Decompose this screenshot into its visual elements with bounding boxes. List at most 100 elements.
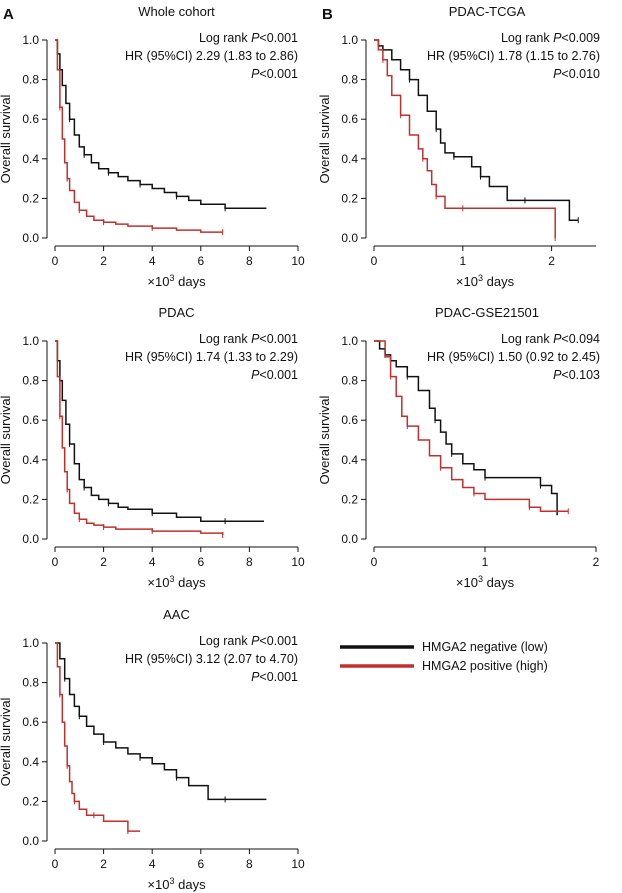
x-tick-label: 10 <box>291 254 305 268</box>
panel-label-b: B <box>322 6 333 23</box>
x-tick-label: 0 <box>371 254 378 268</box>
annotation-line: Log rank P<0.009 <box>501 31 600 45</box>
x-tick-label: 4 <box>149 857 156 871</box>
x-axis-label: ×103 days <box>456 574 515 590</box>
annotation-line: HR (95%CI) 1.74 (1.33 to 2.29) <box>125 350 298 364</box>
survival-curve-positive <box>55 642 141 832</box>
y-tick-label: 0.4 <box>341 453 358 467</box>
survival-curve-negative <box>55 340 264 522</box>
legend-label-negative: HMGA2 negative (low) <box>422 640 548 654</box>
y-axis-label: Overall survival <box>0 94 13 183</box>
legend-label-positive: HMGA2 positive (high) <box>422 659 548 673</box>
y-axis-label: Overall survival <box>0 697 13 786</box>
x-axis-label: ×103 days <box>147 273 206 289</box>
x-tick-label: 1 <box>482 555 489 569</box>
annotation-line: P<0.103 <box>553 368 600 382</box>
survival-curve-positive <box>374 39 556 238</box>
y-tick-label: 0.8 <box>341 374 358 388</box>
panel-label-a: A <box>3 6 14 23</box>
chart-title: AAC <box>163 607 190 622</box>
y-tick-label: 0.8 <box>22 73 39 87</box>
x-tick-label: 2 <box>100 857 107 871</box>
x-tick-label: 2 <box>100 555 107 569</box>
survival-curve-negative <box>55 39 267 210</box>
x-tick-label: 0 <box>52 857 59 871</box>
annotation-line: HR (95%CI) 2.29 (1.83 to 2.86) <box>125 49 298 63</box>
chart-pdac-tcga: PDAC-TCGA 0.0 0.2 0.4 0.6 0.8 1.0 0 1 2 ×103 days O… <box>317 4 600 289</box>
chart-title: PDAC <box>158 305 194 320</box>
annotation-line: P<0.001 <box>251 67 298 81</box>
annotation-line: Log rank P<0.001 <box>199 332 298 346</box>
x-tick-label: 10 <box>291 857 305 871</box>
chart-aac: AAC 0.0 0.2 0.4 0.6 0.8 1.0 0 2 4 6 8 10 ×103 days Ove… <box>0 607 305 892</box>
annotation-line: P<0.001 <box>251 368 298 382</box>
y-tick-label: 0.0 <box>22 532 39 546</box>
y-tick-label: 0.6 <box>341 413 358 427</box>
y-axis-label: Overall survival <box>317 94 332 183</box>
y-tick-label: 0.2 <box>22 191 39 205</box>
y-axis-label: Overall survival <box>0 395 13 484</box>
x-tick-label: 2 <box>548 254 555 268</box>
annotation-line: Log rank P<0.094 <box>501 332 600 346</box>
chart-title: PDAC-GSE21501 <box>435 305 539 320</box>
y-tick-label: 1.0 <box>22 334 39 348</box>
y-tick-label: 0.2 <box>341 191 358 205</box>
survival-curve-positive <box>374 340 569 513</box>
x-tick-label: 2 <box>100 254 107 268</box>
survival-curve-positive <box>55 340 224 535</box>
x-tick-label: 10 <box>291 555 305 569</box>
y-tick-label: 1.0 <box>22 636 39 650</box>
annotation-line: HR (95%CI) 1.78 (1.15 to 2.76) <box>427 49 600 63</box>
annotation-line: Log rank P<0.001 <box>199 634 298 648</box>
annotation-line: HR (95%CI) 3.12 (2.07 to 4.70) <box>125 652 298 666</box>
y-tick-label: 0.6 <box>341 112 358 126</box>
y-tick-label: 0.6 <box>22 413 39 427</box>
x-axis-label: ×103 days <box>456 273 515 289</box>
y-tick-label: 0.0 <box>22 231 39 245</box>
x-tick-label: 0 <box>52 555 59 569</box>
y-tick-label: 0.2 <box>22 794 39 808</box>
survival-curve-positive <box>55 39 223 233</box>
x-tick-label: 8 <box>246 254 253 268</box>
y-tick-label: 0.8 <box>22 676 39 690</box>
y-tick-label: 0.0 <box>22 834 39 848</box>
x-axis-label: ×103 days <box>147 574 206 590</box>
y-tick-label: 0.8 <box>341 73 358 87</box>
y-tick-label: 0.4 <box>22 755 39 769</box>
y-tick-label: 0.8 <box>22 374 39 388</box>
x-tick-label: 6 <box>197 254 204 268</box>
y-tick-label: 0.6 <box>22 715 39 729</box>
x-tick-label: 4 <box>149 254 156 268</box>
annotation-line: Log rank P<0.001 <box>199 31 298 45</box>
annotation-line: HR (95%CI) 1.50 (0.92 to 2.45) <box>427 350 600 364</box>
annotation-line: P<0.010 <box>553 67 600 81</box>
y-tick-label: 0.4 <box>22 453 39 467</box>
x-tick-label: 6 <box>197 857 204 871</box>
x-axis-label: ×103 days <box>147 876 206 892</box>
y-tick-label: 1.0 <box>22 33 39 47</box>
chart-title: Whole cohort <box>138 4 215 19</box>
x-tick-label: 8 <box>246 857 253 871</box>
x-tick-label: 6 <box>197 555 204 569</box>
x-tick-label: 0 <box>52 254 59 268</box>
y-tick-label: 1.0 <box>341 33 358 47</box>
y-tick-label: 0.0 <box>341 231 358 245</box>
annotation-line: P<0.001 <box>251 670 298 684</box>
y-tick-label: 0.2 <box>22 492 39 506</box>
x-tick-label: 8 <box>246 555 253 569</box>
x-tick-label: 4 <box>149 555 156 569</box>
survival-curve-negative <box>55 642 267 801</box>
x-tick-label: 1 <box>459 254 466 268</box>
x-tick-label: 0 <box>371 555 378 569</box>
chart-whole-cohort: Whole cohort 0.0 0.2 0.4 0.6 0.8 1.0 0 2 4 6 8 10 ×10… <box>0 4 305 289</box>
legend: HMGA2 negative (low) HMGA2 positive (hig… <box>340 640 548 673</box>
chart-pdac: PDAC 0.0 0.2 0.4 0.6 0.8 1.0 0 2 4 6 8 10 ×103 days Ov… <box>0 305 305 590</box>
y-tick-label: 0.4 <box>22 152 39 166</box>
survival-curve-negative <box>374 39 579 221</box>
y-tick-label: 0.4 <box>341 152 358 166</box>
chart-title: PDAC-TCGA <box>449 4 526 19</box>
chart-pdac-gse21501: PDAC-GSE21501 0.0 0.2 0.4 0.6 0.8 1.0 0 1 2 ×103 d… <box>317 305 600 590</box>
y-tick-label: 0.2 <box>341 492 358 506</box>
survival-curve-negative <box>374 340 558 516</box>
